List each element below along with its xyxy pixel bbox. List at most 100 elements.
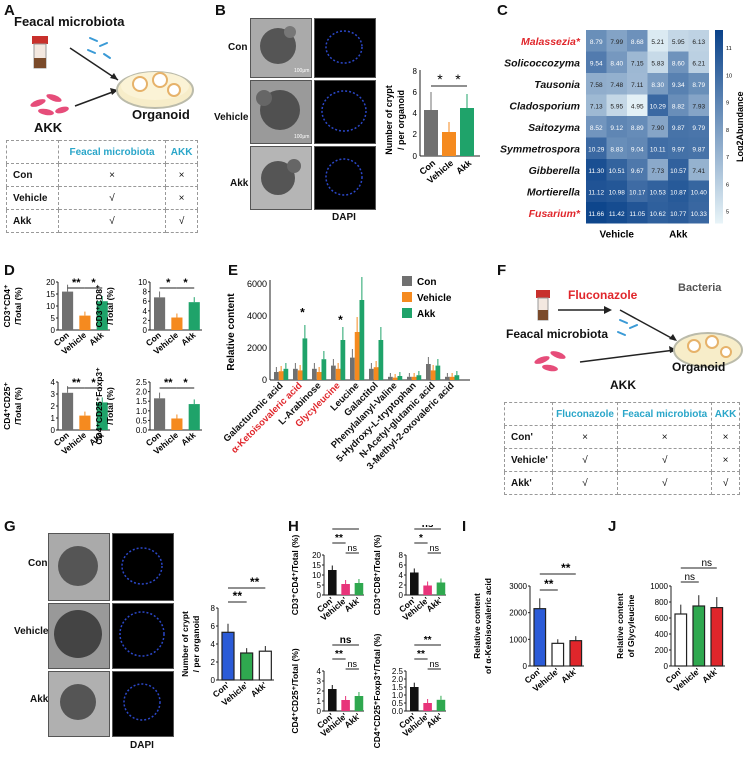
heatmap-row-label: Symmetrospora [500, 143, 580, 155]
panel-f-table: Fluconazole Feacal microbiota AKK Con' × × × … [504, 402, 740, 495]
heatmap-value: 6.21 [692, 60, 705, 67]
heatmap-value: 11.42 [609, 211, 625, 218]
y-tick: 0 [399, 591, 404, 600]
heatmap-value: 9.04 [631, 146, 644, 153]
table-row: Akk' √ √ √ [504, 471, 740, 495]
bar [79, 315, 91, 330]
y-tick: 2.0 [392, 675, 404, 684]
bar [423, 585, 432, 595]
sig-mark: ns [430, 543, 440, 553]
heatmap-cell [668, 159, 689, 181]
heatmap-cell [668, 94, 689, 116]
row-label-akk: Akk [230, 178, 249, 189]
sig-mark: * [91, 377, 96, 389]
bar [258, 650, 272, 681]
heatmap-cell [668, 30, 689, 52]
heatmap-cell [627, 51, 648, 73]
heatmap-value: 6.13 [692, 39, 705, 46]
y-tick: 0 [262, 375, 267, 385]
heatmap-row-label: Gibberella [529, 165, 581, 177]
y-axis-label: Relative content [472, 593, 482, 659]
y-tick: 0 [51, 426, 56, 435]
y-tick: 20 [312, 551, 321, 560]
y-tick: 0 [317, 707, 322, 716]
sig-mark: ** [561, 561, 571, 575]
sig-mark: ** [72, 277, 81, 289]
heatmap-value: 7.93 [692, 103, 705, 110]
sig-mark: * [183, 377, 188, 389]
heatmap-value: 10.57 [670, 168, 687, 175]
heatmap-cell [647, 116, 668, 138]
sig-mark: ** [233, 589, 243, 603]
sig-mark: ns [348, 659, 358, 669]
heatmap-value: 11.30 [588, 168, 604, 175]
table-cell: × [711, 425, 740, 449]
bar [436, 582, 446, 595]
bar [188, 404, 200, 430]
heatmap-cell [647, 73, 668, 95]
legend-label: Vehicle [417, 293, 452, 304]
bar-con [424, 110, 438, 156]
y-tick: 10 [312, 571, 321, 580]
heatmap-value: 7.48 [610, 82, 623, 89]
heatmap-cell [627, 30, 648, 52]
y-axis-label: CD4⁺CD25⁺/Total (%) [290, 648, 300, 733]
heatmap-value: 7.11 [631, 82, 644, 89]
heatmap-cell [606, 137, 627, 159]
bar [328, 570, 337, 595]
bar [350, 357, 355, 380]
y-tick: 2000 [509, 609, 527, 618]
legend-swatch [402, 276, 412, 286]
bar [407, 376, 412, 380]
x-tick: Akk [179, 430, 198, 448]
heatmap-row-label: Tausonia [534, 79, 580, 91]
heatmap-value: 9.87 [692, 146, 705, 153]
heatmap-cell [586, 180, 607, 202]
heatmap-value: 11.66 [588, 211, 604, 218]
sig-mark: ** [335, 649, 343, 660]
heatmap-value: 8.68 [631, 39, 644, 46]
y-axis-label: CD4⁺CD25⁺ [2, 382, 12, 430]
y-axis-label: CD3⁺CD8⁺ [94, 284, 104, 327]
y-axis-label: CD3⁺CD8⁺/Total (%) [372, 535, 382, 616]
table-cell: √ [711, 471, 740, 495]
heatmap-cell [668, 73, 689, 95]
bar [278, 371, 284, 380]
table-cell: Vehicle [6, 186, 59, 210]
heatmap-cell [647, 137, 668, 159]
heatmap-cell [647, 30, 668, 52]
heatmap-value: 9.12 [610, 125, 623, 132]
heatmap-value: 10.62 [650, 211, 667, 218]
sig-mark: ns [702, 558, 713, 569]
micrograph-con-g-dapi [112, 533, 174, 601]
bar [392, 377, 398, 380]
bar [293, 368, 298, 380]
heatmap-cell [606, 51, 627, 73]
y-tick: 2 [51, 402, 56, 411]
bar [312, 368, 317, 380]
heatmap-value: 9.34 [672, 82, 685, 89]
bar [533, 608, 547, 667]
dapi-rings [321, 30, 367, 196]
bar [445, 376, 450, 380]
heatmap-value: 10.51 [609, 168, 626, 175]
row-label-akk-g: Akk' [30, 694, 51, 705]
sig-mark: * [455, 71, 461, 87]
bar [321, 359, 327, 380]
heatmap-value: 11.12 [588, 189, 604, 196]
y-axis-label: CD4⁺CD25⁺Foxp3⁺/Total (%) [372, 633, 382, 748]
panel-label-j: J [608, 518, 617, 535]
bar [674, 613, 688, 667]
heatmap-value: 10.11 [650, 146, 666, 153]
y-tick: 4 [211, 640, 216, 649]
heatmap-cell [627, 116, 648, 138]
heatmap-cell [586, 30, 607, 52]
table-row: Con × × [6, 163, 198, 187]
y-tick: 600 [655, 614, 669, 623]
y-axis-label: of Glycyleucine [626, 594, 636, 657]
akk-label-f: AKK [610, 378, 636, 392]
heatmap-cell [627, 202, 648, 224]
row-label-con: Con [228, 42, 248, 53]
heatmap-cell [688, 94, 709, 116]
